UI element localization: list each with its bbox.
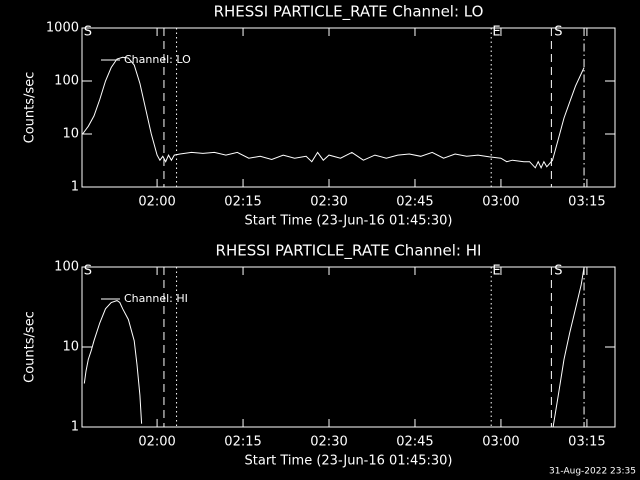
y-tick-label: 1 (71, 180, 79, 195)
y-tick-label: 10 (62, 340, 79, 355)
marker-label: S (554, 264, 562, 279)
marker-label: S (554, 25, 562, 40)
plot-frame (81, 266, 616, 428)
x-tick-label: 03:00 (482, 195, 519, 210)
x-tick-label: 02:00 (138, 435, 175, 450)
x-axis-label: Start Time (23-Jun-16 01:45:30) (245, 214, 453, 229)
marker-label: E (492, 264, 500, 279)
data-line (552, 267, 585, 427)
y-axis-label: Counts/sec (23, 311, 38, 383)
x-tick-label: 02:15 (224, 435, 261, 450)
y-tick-label: 100 (54, 260, 79, 275)
x-tick-label: 02:00 (138, 195, 175, 210)
x-tick-label: 03:00 (482, 435, 519, 450)
legend-label: Channel: LO (124, 53, 191, 66)
chart-title: RHESSI PARTICLE_RATE Channel: LO (214, 3, 484, 22)
x-tick-label: 02:45 (396, 195, 433, 210)
x-tick-label: 02:30 (310, 195, 347, 210)
x-tick-label: 03:15 (568, 195, 605, 210)
y-tick-label: 10 (62, 127, 79, 142)
x-tick-label: 03:15 (568, 435, 605, 450)
footer-date: 31-Aug-2022 23:35 (549, 467, 636, 477)
data-line (83, 300, 143, 424)
y-tick-label: 100 (54, 74, 79, 89)
marker-label: S (84, 25, 92, 40)
chart-title: RHESSI PARTICLE_RATE Channel: HI (216, 242, 482, 261)
x-tick-label: 02:30 (310, 435, 347, 450)
y-tick-label: 1000 (46, 21, 79, 36)
y-axis-label: Counts/sec (23, 72, 38, 144)
marker-label: E (492, 25, 500, 40)
marker-label: S (84, 264, 92, 279)
x-axis-label: Start Time (23-Jun-16 01:45:30) (245, 454, 453, 469)
x-tick-label: 02:15 (224, 195, 261, 210)
legend-label: Channel: HI (124, 292, 188, 305)
plot-frame (81, 27, 616, 188)
y-tick-label: 1 (71, 420, 79, 435)
x-tick-label: 02:45 (396, 435, 433, 450)
data-line (82, 56, 585, 169)
